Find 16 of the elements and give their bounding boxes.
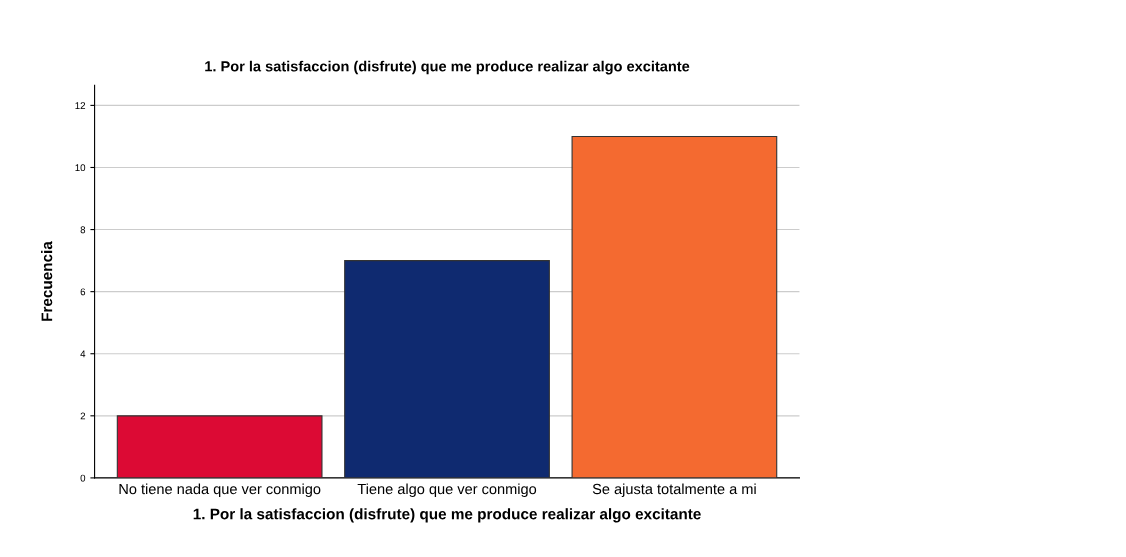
y-tick-label: 2 [80,412,86,420]
x-tick-label: Tiene algo que ver conmigo [357,483,537,498]
x-tick-label: No tiene nada que ver conmigo [119,483,321,498]
y-tick-label: 6 [80,288,86,296]
x-tick-label: Se ajusta totalmente a mi [592,483,756,498]
bar [116,415,323,478]
y-tick-label: 10 [75,164,86,172]
y-tick-label: 0 [80,474,86,482]
y-tick-label: 8 [80,226,86,234]
y-tick-label: 4 [80,350,86,358]
bar [571,135,778,478]
y-tick-label: 12 [75,102,86,109]
chart-title: 1. Por la satisfaccion (disfrute) que me produce realizar algo excitante [205,60,690,75]
y-axis-title: Frecuencia [41,241,53,321]
x-axis-title: 1. Por la satisfaccion (disfrute) que me produce realizar algo excitante [193,508,701,523]
bar [344,260,550,478]
